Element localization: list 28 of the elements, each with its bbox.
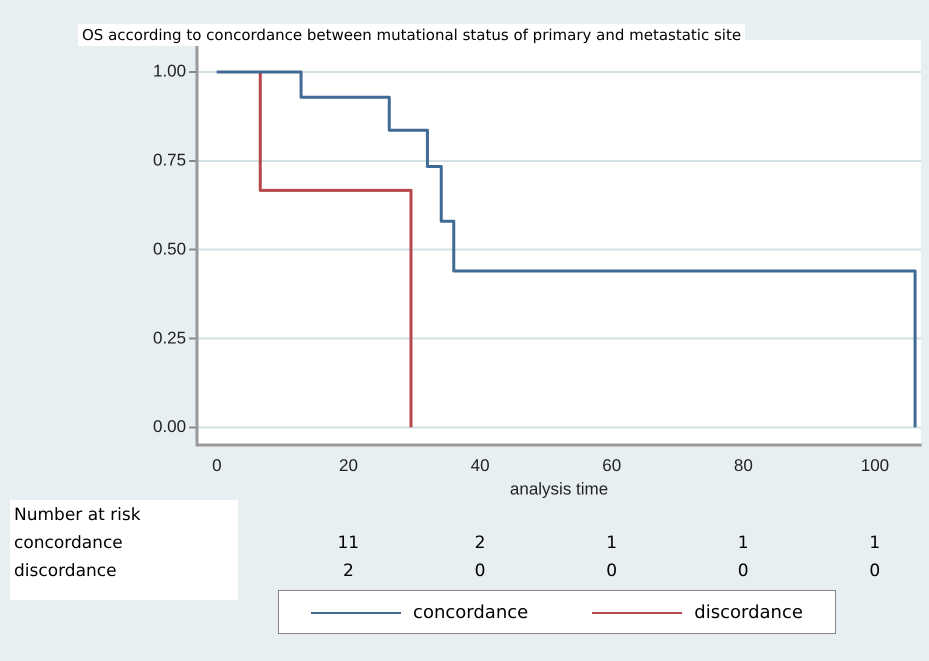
text: 0 [738,561,749,581]
x-axis-title: analysis time [510,479,608,498]
legend-label: concordance [412,602,528,622]
text: 2 [474,533,486,553]
text: 0 [474,561,486,581]
text: 1 [869,533,880,553]
x-tick-label: 0 [212,456,222,476]
x-tick-label: 40 [470,456,490,476]
y-tick-label: 0.25 [152,328,186,348]
text: concordance [14,533,123,553]
text: 11 [337,533,360,553]
text: Number at risk [14,505,141,525]
y-tick-label: 0.75 [152,150,186,170]
text: 1 [606,533,618,553]
y-tick-label: 0.00 [152,417,186,436]
legend-label: discordance [693,602,803,622]
text: 0 [869,561,880,581]
x-tick-label: 20 [338,456,358,476]
x-tick-label: 60 [602,456,622,476]
chart-title: OS according to concordance between mutational status of primary and metastatic site [78,24,746,46]
x-tick-label: 80 [734,456,753,476]
text: 2 [342,561,354,581]
text: 1 [738,533,749,553]
text: discordance [14,561,117,581]
text: 0 [606,561,618,581]
y-tick-label: 1.00 [152,62,186,81]
y-tick-label: 0.50 [152,239,186,258]
x-tick-label: 100 [860,456,890,476]
